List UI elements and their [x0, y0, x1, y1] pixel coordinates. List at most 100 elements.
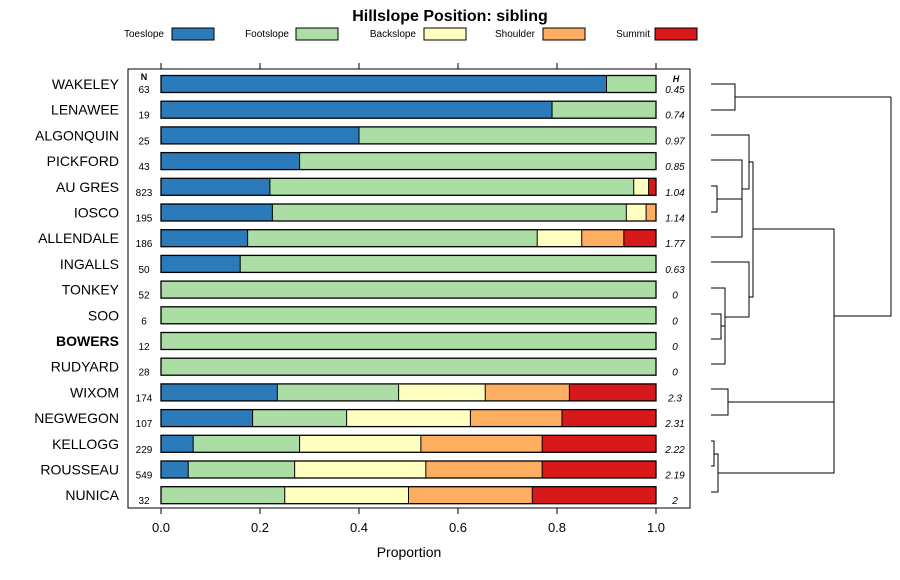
- bar-segment-au-gres-summit: [648, 178, 656, 196]
- n-value: 174: [136, 393, 153, 404]
- n-value: 823: [136, 188, 153, 199]
- dendro-branch: [711, 198, 743, 238]
- bar-outline-nunica: [160, 486, 657, 505]
- bar-segment-kellogg-footslope: [193, 435, 300, 453]
- h-value: 2.3: [667, 393, 682, 404]
- bar-segment-kellogg-shoulder: [420, 435, 543, 453]
- n-value: 229: [136, 445, 153, 456]
- x-tick-label: 0.2: [251, 520, 269, 535]
- plot-frame: [127, 68, 691, 509]
- h-value: 0.74: [665, 111, 685, 122]
- bar-segment-rousseau-backslope: [294, 461, 426, 478]
- row-label-allendale: ALLENDALE: [38, 230, 119, 246]
- bar-segment-kellogg-toeslope: [161, 435, 194, 453]
- row-labels: WAKELEY LENAWEE ALGONQUIN PICKFORD AU GRES IO…: [34, 76, 119, 503]
- n-value: 63: [138, 85, 150, 96]
- bar-segment-wakeley-footslope: [606, 75, 656, 93]
- dendro-branch: [753, 228, 835, 402]
- bar-segment-wixom-backslope: [398, 383, 486, 401]
- legend-swatch-backslope: [423, 27, 467, 41]
- h-value: 1.04: [665, 188, 685, 199]
- h-value: 1.77: [665, 239, 685, 250]
- bar-segment-negwegon-backslope: [346, 409, 471, 427]
- bar-segment-au-gres-toeslope: [161, 178, 270, 196]
- bar-outline-tonkey: [160, 280, 657, 299]
- bar-segment-negwegon-toeslope: [161, 409, 253, 427]
- dendro-branch: [711, 325, 726, 365]
- bar-segment-allendale-toeslope: [161, 229, 248, 247]
- dendro-branch: [749, 161, 754, 298]
- bar-outline-rudyard: [160, 357, 657, 376]
- row-label-algonquin: ALGONQUIN: [35, 127, 119, 143]
- bar-segment-iosco-shoulder: [646, 204, 656, 221]
- n-value: 43: [138, 162, 150, 173]
- bar-segment-allendale-shoulder: [581, 229, 624, 247]
- bar-segment-kellogg-backslope: [299, 435, 421, 453]
- row-label-iosco: IOSCO: [74, 205, 119, 221]
- bar-segment-nunica-footslope: [161, 486, 285, 504]
- row-label-soo: SOO: [88, 307, 119, 323]
- row-label-wakeley: WAKELEY: [52, 76, 120, 92]
- bar-outline-allendale: [160, 229, 657, 248]
- n-value: 186: [136, 239, 153, 250]
- bar-segment-wixom-footslope: [277, 383, 399, 401]
- n-value: 12: [138, 342, 150, 353]
- row-label-ingalls: INGALLS: [60, 256, 119, 272]
- dendro-branch: [711, 440, 715, 467]
- bar-segment-rousseau-toeslope: [161, 461, 189, 478]
- h-value: 0: [672, 316, 678, 327]
- dendro-branch: [711, 261, 750, 318]
- bar-segment-rousseau-shoulder: [425, 461, 543, 478]
- h-value: 0.63: [665, 265, 685, 276]
- bar-segment-wixom-toeslope: [161, 383, 278, 401]
- bar-segment-au-gres-footslope: [269, 178, 634, 196]
- legend-swatch-footslope: [295, 27, 339, 41]
- legend-label-toeslope: Toeslope: [124, 29, 164, 40]
- row-label-bowers: BOWERS: [56, 333, 119, 349]
- bar-segment-allendale-summit: [623, 229, 656, 247]
- x-tick-label: 1.0: [647, 520, 665, 535]
- legend: Toeslope Footslope Backslope Shoulder Summit: [124, 27, 698, 41]
- bar-segment-pickford-toeslope: [161, 152, 300, 170]
- n-value: 549: [136, 471, 153, 482]
- x-tick-label: 0.8: [548, 520, 566, 535]
- x-tick-label: 0.4: [350, 520, 368, 535]
- bar-segment-algonquin-footslope: [359, 126, 656, 144]
- row-label-nunica: NUNICA: [65, 487, 119, 503]
- dendro-branch: [711, 83, 736, 111]
- bar-segment-negwegon-footslope: [252, 409, 347, 427]
- h-value: 0: [672, 368, 678, 379]
- row-label-lenawee: LENAWEE: [51, 102, 119, 118]
- h-value: 0: [672, 342, 678, 353]
- legend-swatch-shoulder: [542, 27, 586, 41]
- h-value: 0.45: [665, 85, 685, 96]
- dendro-branch: [711, 134, 750, 190]
- h-value: 1.14: [665, 214, 685, 225]
- bar-segment-au-gres-backslope: [633, 178, 649, 196]
- h-value: 2.22: [664, 445, 685, 456]
- dendro-branch: [711, 313, 722, 340]
- row-label-pickford: PICKFORD: [47, 153, 119, 169]
- n-value: 25: [138, 136, 150, 147]
- h-value: 0.97: [665, 136, 685, 147]
- n-value: 195: [136, 214, 153, 225]
- bar-outline-kellogg: [160, 434, 657, 453]
- h-value: 2.31: [664, 419, 684, 430]
- row-label-wixom: WIXOM: [70, 384, 119, 400]
- n-value: 6: [141, 316, 147, 327]
- x-axis-label: Proportion: [377, 544, 442, 560]
- bar-outline-rousseau: [160, 460, 657, 479]
- bar-outline-wakeley: [160, 74, 657, 94]
- bar-outline-algonquin: [160, 126, 657, 145]
- bar-outline-negwegon: [160, 408, 657, 428]
- bar-segment-iosco-backslope: [626, 204, 647, 221]
- n-value: 32: [138, 496, 150, 507]
- bar-segment-ingalls-footslope: [240, 255, 656, 273]
- row-label-rousseau: ROUSSEAU: [40, 462, 119, 478]
- x-tick-label: 0.0: [152, 520, 170, 535]
- bar-segment-wixom-shoulder: [485, 383, 570, 401]
- bars-group: [160, 74, 657, 505]
- row-label-au-gres: AU GRES: [56, 179, 119, 195]
- bar-outline-iosco: [160, 203, 657, 222]
